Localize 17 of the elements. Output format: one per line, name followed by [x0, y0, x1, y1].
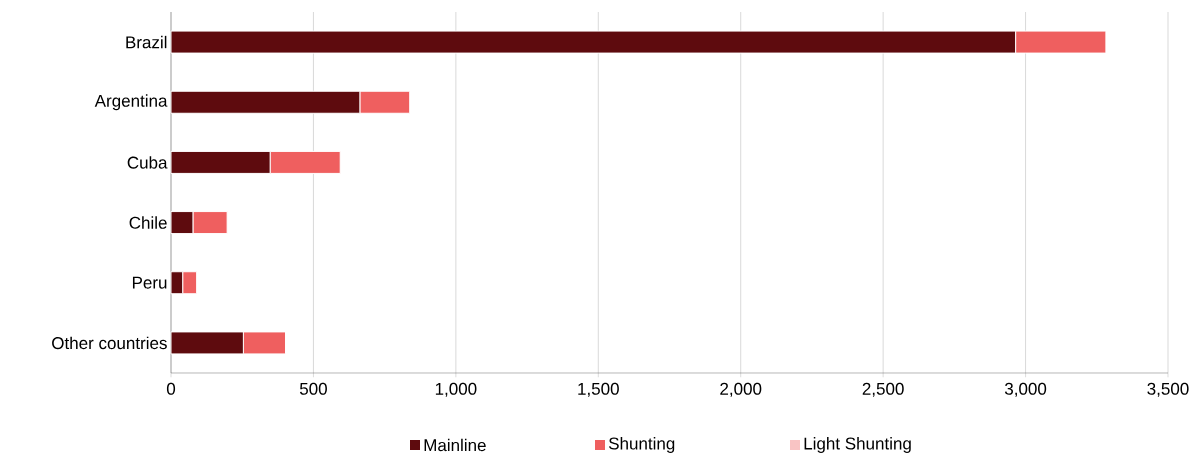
- x-tick-label: 3,500: [1147, 382, 1189, 397]
- legend-label: Mainline: [424, 438, 486, 452]
- legend-label: Light Shunting: [804, 437, 911, 453]
- legend-label: Shunting: [608, 437, 675, 453]
- y-tick-label: Peru: [132, 276, 167, 289]
- x-tick-label: 2,500: [862, 382, 904, 397]
- y-tick-label: Brazil: [126, 35, 167, 49]
- x-tick-label: 0: [166, 382, 176, 395]
- x-tick-label: 1,500: [578, 382, 619, 397]
- x-tick-label: 3,000: [1004, 382, 1047, 397]
- y-tick-label: Chile: [129, 216, 167, 229]
- x-tick-label: 1,000: [435, 382, 477, 397]
- x-tick-label: 500: [299, 382, 327, 395]
- y-tick-label: Other countries: [52, 336, 167, 350]
- y-tick-label: Cuba: [127, 156, 168, 169]
- x-tick-label: 2,000: [720, 382, 762, 397]
- y-tick-label: Argentina: [94, 94, 168, 111]
